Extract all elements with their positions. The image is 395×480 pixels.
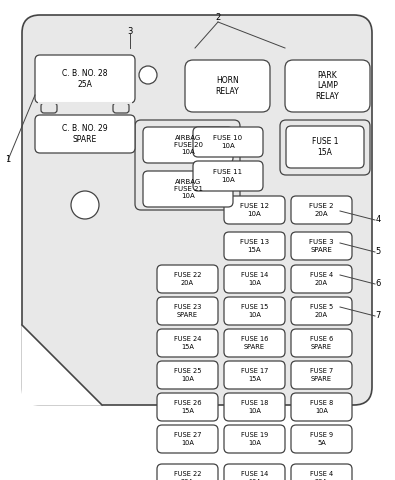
Text: FUSE 1
15A: FUSE 1 15A (312, 137, 338, 157)
Text: 5: 5 (375, 248, 381, 256)
FancyBboxPatch shape (157, 464, 218, 480)
FancyBboxPatch shape (22, 15, 372, 405)
Text: FUSE 4
20A: FUSE 4 20A (310, 471, 333, 480)
FancyBboxPatch shape (41, 103, 57, 113)
Text: FUSE 3
SPARE: FUSE 3 SPARE (309, 240, 334, 252)
FancyBboxPatch shape (157, 393, 218, 421)
Text: FUSE 2
20A: FUSE 2 20A (309, 204, 334, 216)
FancyBboxPatch shape (291, 297, 352, 325)
FancyBboxPatch shape (113, 103, 129, 113)
FancyBboxPatch shape (224, 329, 285, 357)
Text: FUSE 23
SPARE: FUSE 23 SPARE (174, 304, 201, 318)
FancyBboxPatch shape (157, 361, 218, 389)
Text: FUSE 7
SPARE: FUSE 7 SPARE (310, 368, 333, 382)
FancyBboxPatch shape (224, 196, 285, 224)
FancyBboxPatch shape (291, 464, 352, 480)
Text: PARK
LAMP
RELAY: PARK LAMP RELAY (316, 71, 339, 101)
Text: FUSE 6
SPARE: FUSE 6 SPARE (310, 336, 333, 349)
FancyBboxPatch shape (280, 120, 370, 175)
Text: 7: 7 (375, 312, 381, 321)
FancyBboxPatch shape (193, 127, 263, 157)
Text: FUSE 25
10A: FUSE 25 10A (174, 368, 201, 382)
FancyBboxPatch shape (224, 361, 285, 389)
FancyBboxPatch shape (224, 464, 285, 480)
Text: 4: 4 (375, 216, 381, 225)
Text: 3: 3 (127, 27, 133, 36)
Text: AIRBAG
FUSE 21
10A: AIRBAG FUSE 21 10A (173, 179, 203, 199)
Text: FUSE 18
10A: FUSE 18 10A (241, 400, 268, 414)
Text: FUSE 11
10A: FUSE 11 10A (213, 169, 243, 182)
Text: 1: 1 (6, 156, 11, 165)
FancyBboxPatch shape (224, 393, 285, 421)
FancyBboxPatch shape (224, 425, 285, 453)
Text: FUSE 15
10A: FUSE 15 10A (241, 304, 268, 318)
FancyBboxPatch shape (291, 265, 352, 293)
Text: FUSE 22
20A: FUSE 22 20A (174, 471, 201, 480)
Text: FUSE 4
20A: FUSE 4 20A (310, 272, 333, 286)
Text: FUSE 12
10A: FUSE 12 10A (240, 204, 269, 216)
Text: 6: 6 (375, 279, 381, 288)
Text: FUSE 13
15A: FUSE 13 15A (240, 240, 269, 252)
Circle shape (139, 66, 157, 84)
FancyBboxPatch shape (291, 361, 352, 389)
Circle shape (71, 191, 99, 219)
FancyBboxPatch shape (157, 297, 218, 325)
Text: 2: 2 (215, 13, 221, 23)
FancyBboxPatch shape (224, 232, 285, 260)
Text: FUSE 27
10A: FUSE 27 10A (174, 432, 201, 445)
Text: C. B. NO. 29
SPARE: C. B. NO. 29 SPARE (62, 124, 108, 144)
FancyBboxPatch shape (193, 161, 263, 191)
FancyBboxPatch shape (157, 425, 218, 453)
Polygon shape (22, 325, 102, 405)
Text: FUSE 22
20A: FUSE 22 20A (174, 272, 201, 286)
FancyBboxPatch shape (285, 60, 370, 112)
FancyBboxPatch shape (291, 393, 352, 421)
Text: FUSE 17
15A: FUSE 17 15A (241, 368, 268, 382)
FancyBboxPatch shape (157, 329, 218, 357)
Text: FUSE 14
10A: FUSE 14 10A (241, 471, 268, 480)
Text: FUSE 8
10A: FUSE 8 10A (310, 400, 333, 414)
FancyBboxPatch shape (286, 126, 364, 168)
FancyBboxPatch shape (291, 425, 352, 453)
Text: FUSE 16
SPARE: FUSE 16 SPARE (241, 336, 268, 349)
Text: FUSE 14
10A: FUSE 14 10A (241, 272, 268, 286)
FancyBboxPatch shape (291, 329, 352, 357)
Text: FUSE 26
15A: FUSE 26 15A (174, 400, 201, 414)
FancyBboxPatch shape (185, 60, 270, 112)
Text: AIRBAG
FUSE 20
10A: AIRBAG FUSE 20 10A (173, 135, 203, 155)
FancyBboxPatch shape (157, 265, 218, 293)
Text: HORN
RELAY: HORN RELAY (216, 76, 239, 96)
Text: FUSE 10
10A: FUSE 10 10A (213, 135, 243, 149)
FancyBboxPatch shape (291, 196, 352, 224)
FancyBboxPatch shape (135, 120, 240, 210)
Circle shape (321, 66, 339, 84)
Text: C. B. NO. 28
25A: C. B. NO. 28 25A (62, 69, 108, 89)
FancyBboxPatch shape (143, 127, 233, 163)
FancyBboxPatch shape (224, 265, 285, 293)
FancyBboxPatch shape (291, 232, 352, 260)
FancyBboxPatch shape (224, 297, 285, 325)
Text: FUSE 5
20A: FUSE 5 20A (310, 304, 333, 318)
Text: FUSE 9
5A: FUSE 9 5A (310, 432, 333, 445)
FancyBboxPatch shape (143, 171, 233, 207)
Text: FUSE 24
15A: FUSE 24 15A (174, 336, 201, 349)
FancyBboxPatch shape (35, 55, 135, 103)
FancyBboxPatch shape (35, 115, 135, 153)
Text: FUSE 19
10A: FUSE 19 10A (241, 432, 268, 445)
